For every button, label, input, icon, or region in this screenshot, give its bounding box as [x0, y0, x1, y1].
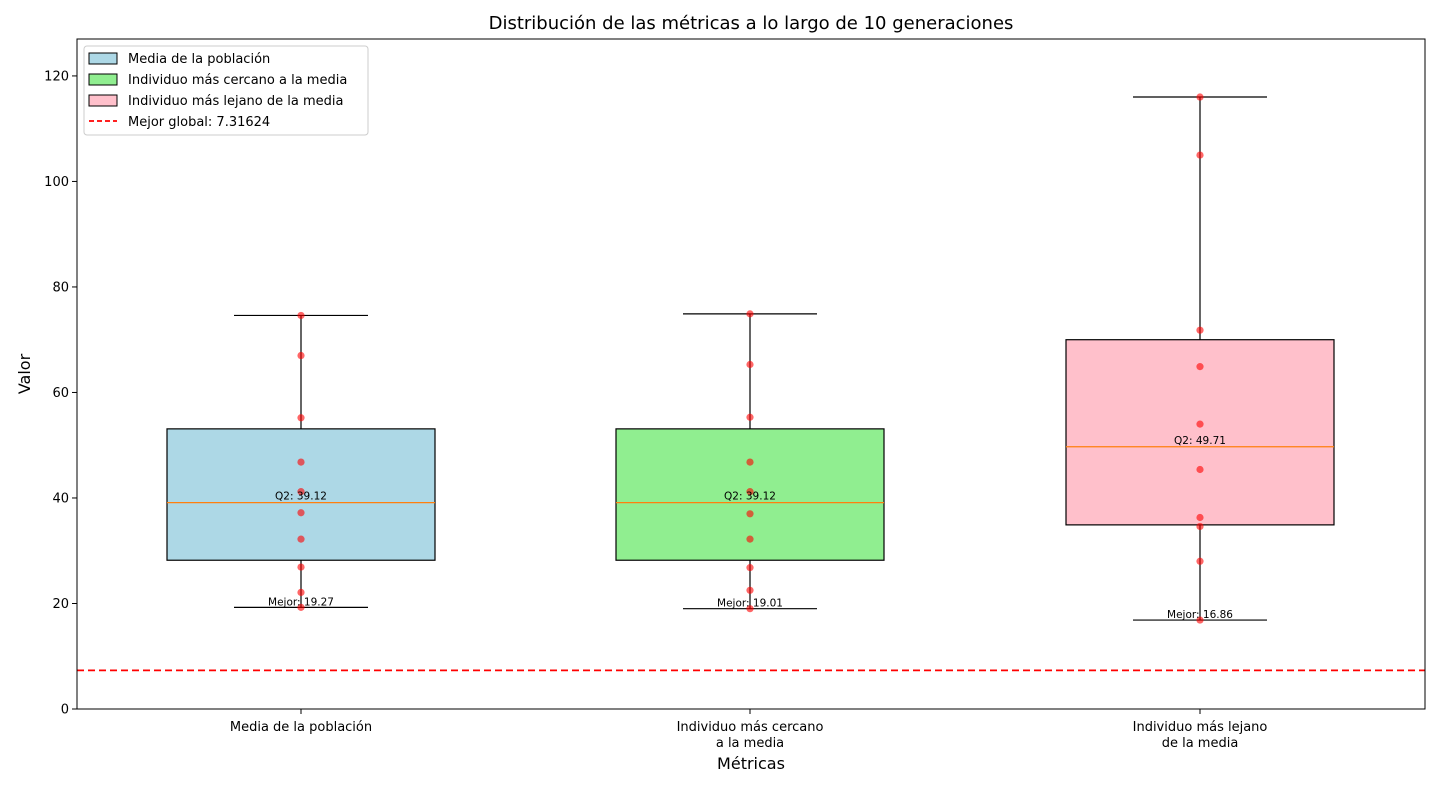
data-point [746, 310, 754, 318]
data-point [297, 535, 305, 543]
data-point [1196, 363, 1204, 371]
y-axis-label: Valor [15, 353, 34, 394]
x-tick-label-line: de la media [1162, 736, 1239, 751]
chart-title: Distribución de las métricas a lo largo … [489, 13, 1014, 34]
data-point [1196, 326, 1204, 334]
best-label: Mejor: 16.86 [1167, 609, 1233, 621]
legend-entry-label: Individuo más lejano de la media [128, 94, 343, 109]
x-tick-label: Media de la población [230, 720, 372, 735]
data-point [746, 488, 754, 496]
x-tick-label-line: Individuo más lejano [1133, 720, 1268, 735]
data-point [297, 311, 305, 320]
data-point [746, 360, 754, 369]
y-tick-label: 120 [44, 69, 69, 84]
data-point [297, 509, 305, 517]
data-point [746, 413, 754, 421]
y-tick-label: 40 [52, 491, 69, 506]
data-point [1196, 522, 1204, 531]
legend-entry-label: Individuo más cercano a la media [128, 73, 347, 88]
x-tick-label: Individuo más lejano de la media [1133, 720, 1268, 751]
y-tick-label: 60 [52, 386, 69, 401]
best-label: Mejor: 19.01 [717, 598, 783, 610]
data-point [746, 564, 754, 572]
median-label: Q2: 49.71 [1174, 435, 1226, 447]
legend-box [83, 45, 369, 136]
y-tick-label: 20 [52, 597, 69, 612]
data-point [746, 510, 754, 518]
data-point [297, 563, 305, 571]
best-label: Mejor: 19.27 [268, 596, 334, 608]
data-point [1196, 465, 1204, 474]
data-point [746, 586, 754, 594]
data-point [1196, 616, 1204, 624]
data-point [746, 535, 754, 543]
legend-swatch [88, 52, 118, 65]
data-point [297, 351, 305, 360]
x-axis-label: Métricas [717, 754, 785, 773]
box-group [615, 310, 885, 613]
median-label: Q2: 39.12 [275, 491, 327, 503]
legend-swatch [88, 73, 118, 86]
plot-frame [76, 38, 1426, 710]
y-tick-label: 0 [61, 703, 69, 718]
data-point [1196, 557, 1204, 565]
data-point [1196, 513, 1204, 522]
x-tick-label-line: Individuo más cercano [677, 720, 824, 735]
y-tick-label: 80 [52, 280, 69, 295]
data-point [297, 603, 305, 611]
data-point [297, 588, 305, 597]
x-tick-label-line: Media de la población [230, 720, 372, 735]
data-point [746, 458, 754, 466]
legend-swatch [88, 94, 118, 107]
legend-entry-label: Mejor global: 7.31624 [128, 115, 270, 130]
data-point [1196, 151, 1204, 159]
data-point [746, 605, 754, 613]
data-point [297, 458, 305, 466]
box-group [1065, 93, 1335, 624]
data-point [297, 488, 305, 496]
median-label: Q2: 39.12 [724, 491, 776, 503]
box-group [166, 311, 436, 611]
x-tick-label-line: a la media [716, 736, 784, 751]
data-point [297, 414, 305, 422]
box [1065, 339, 1335, 526]
legend-entry-label: Media de la población [128, 52, 270, 67]
data-point [1196, 93, 1204, 101]
data-point [1196, 420, 1204, 428]
y-tick-label: 100 [44, 175, 69, 190]
x-tick-label: Individuo más cercano a la media [677, 720, 824, 751]
